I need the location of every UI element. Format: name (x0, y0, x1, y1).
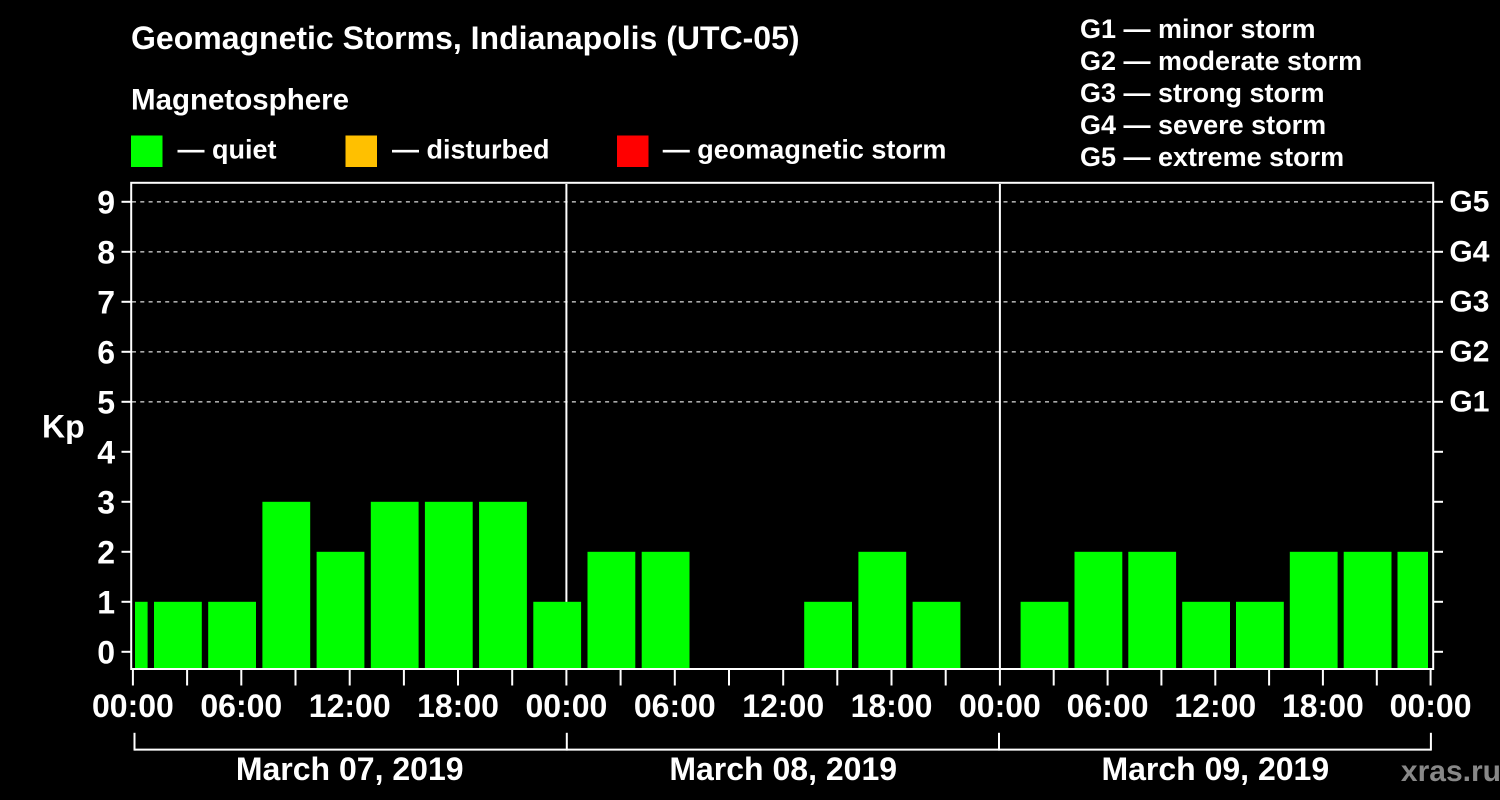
svg-text:7: 7 (97, 284, 115, 320)
svg-text:G1 — minor storm: G1 — minor storm (1080, 14, 1316, 44)
svg-text:06:00: 06:00 (200, 688, 282, 724)
svg-text:9: 9 (97, 184, 115, 220)
svg-text:G2: G2 (1449, 336, 1489, 369)
svg-text:6: 6 (97, 334, 115, 370)
svg-text:Geomagnetic Storms, Indianapol: Geomagnetic Storms, Indianapolis (UTC-05… (131, 20, 800, 56)
svg-text:12:00: 12:00 (309, 688, 391, 724)
svg-text:00:00: 00:00 (525, 688, 607, 724)
svg-text:18:00: 18:00 (1282, 688, 1364, 724)
svg-text:06:00: 06:00 (634, 688, 716, 724)
svg-text:— disturbed: — disturbed (392, 134, 550, 164)
svg-text:— quiet: — quiet (178, 134, 277, 164)
svg-text:March 09, 2019: March 09, 2019 (1101, 751, 1329, 787)
svg-text:G2 — moderate storm: G2 — moderate storm (1080, 46, 1362, 76)
svg-text:G5: G5 (1449, 186, 1489, 219)
svg-text:March 07, 2019: March 07, 2019 (236, 751, 464, 787)
svg-text:06:00: 06:00 (1067, 688, 1149, 724)
svg-text:00:00: 00:00 (1390, 688, 1472, 724)
svg-text:— geomagnetic storm: — geomagnetic storm (663, 134, 947, 164)
svg-text:18:00: 18:00 (417, 688, 499, 724)
svg-text:G3: G3 (1449, 286, 1489, 319)
svg-text:4: 4 (97, 434, 115, 470)
svg-text:5: 5 (97, 384, 115, 420)
svg-text:00:00: 00:00 (959, 688, 1041, 724)
svg-text:G4 — severe storm: G4 — severe storm (1080, 110, 1326, 140)
svg-text:Kp: Kp (42, 409, 85, 445)
svg-text:Magnetosphere: Magnetosphere (131, 83, 349, 116)
svg-text:G3 — strong storm: G3 — strong storm (1080, 78, 1325, 108)
svg-text:xras.ru: xras.ru (1401, 755, 1500, 788)
svg-text:00:00: 00:00 (92, 688, 174, 724)
svg-text:March 08, 2019: March 08, 2019 (669, 751, 897, 787)
svg-text:12:00: 12:00 (742, 688, 824, 724)
svg-text:1: 1 (97, 584, 115, 620)
svg-text:18:00: 18:00 (851, 688, 933, 724)
svg-text:2: 2 (97, 534, 115, 570)
svg-text:12:00: 12:00 (1174, 688, 1256, 724)
svg-text:G1: G1 (1449, 386, 1489, 419)
svg-text:8: 8 (97, 234, 115, 270)
svg-text:G4: G4 (1449, 236, 1489, 269)
svg-text:3: 3 (97, 484, 115, 520)
svg-text:0: 0 (97, 634, 115, 670)
svg-text:G5 — extreme storm: G5 — extreme storm (1080, 142, 1344, 172)
